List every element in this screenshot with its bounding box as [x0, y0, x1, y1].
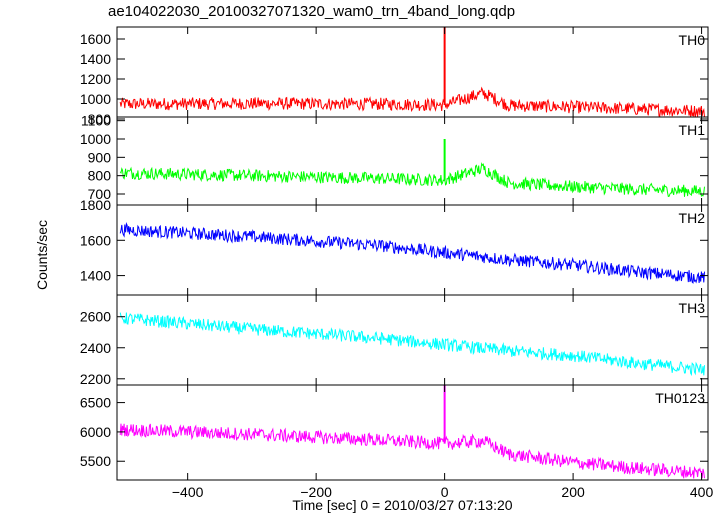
- y-tick-label-th1: 700: [88, 186, 112, 202]
- y-tick-label-th0: 1400: [80, 51, 111, 67]
- y-tick-label-th3: 2600: [80, 309, 111, 325]
- y-tick-label-th1: 1000: [80, 131, 111, 147]
- series-th1: [119, 162, 705, 197]
- y-tick-label-th3: 2200: [80, 371, 111, 387]
- y-tick-label-th2: 1600: [80, 232, 111, 248]
- y-tick-label-th1: 1100: [81, 113, 111, 129]
- y-tick-label-th1: 900: [88, 149, 112, 165]
- y-tick-label-th0123: 5500: [80, 453, 111, 469]
- y-tick-label-th1: 800: [88, 168, 112, 184]
- x-tick-label: −400: [172, 484, 204, 500]
- y-tick-label-th0: 1000: [80, 91, 111, 107]
- x-tick-label: −200: [300, 484, 332, 500]
- y-tick-label-th0123: 6500: [80, 395, 111, 411]
- y-tick-label-th0: 800: [88, 111, 112, 127]
- y-axis-label: Counts/sec: [34, 220, 50, 290]
- series-th3: [119, 312, 705, 377]
- x-tick-label: 400: [690, 484, 714, 500]
- panel-label-th1: TH1: [679, 122, 706, 138]
- y-tick-label-th2: 1400: [80, 268, 111, 284]
- panel-label-th3: TH3: [679, 300, 706, 316]
- series-th2: [119, 222, 705, 284]
- x-tick-label: 0: [441, 484, 449, 500]
- panel-label-th0: TH0: [679, 32, 706, 48]
- panel-label-th2: TH2: [679, 210, 706, 226]
- y-tick-label-th3: 2400: [80, 340, 111, 356]
- x-axis-label: Time [sec] 0 = 2010/03/27 07:13:20: [292, 497, 512, 513]
- series-th0: [119, 86, 705, 118]
- panel-frame-th0123: [116, 384, 709, 481]
- series-th0123: [119, 423, 705, 479]
- y-tick-label-th0: 1200: [80, 71, 111, 87]
- y-tick-label-th0123: 6000: [80, 424, 111, 440]
- panel-label-th0123: TH0123: [655, 390, 705, 406]
- y-tick-label-th2: 1800: [80, 197, 111, 213]
- y-tick-label-th0: 1600: [80, 31, 111, 47]
- figure-title: ae104022030_20100327071320_wam0_trn_4ban…: [108, 3, 516, 20]
- x-tick-label: 200: [561, 484, 585, 500]
